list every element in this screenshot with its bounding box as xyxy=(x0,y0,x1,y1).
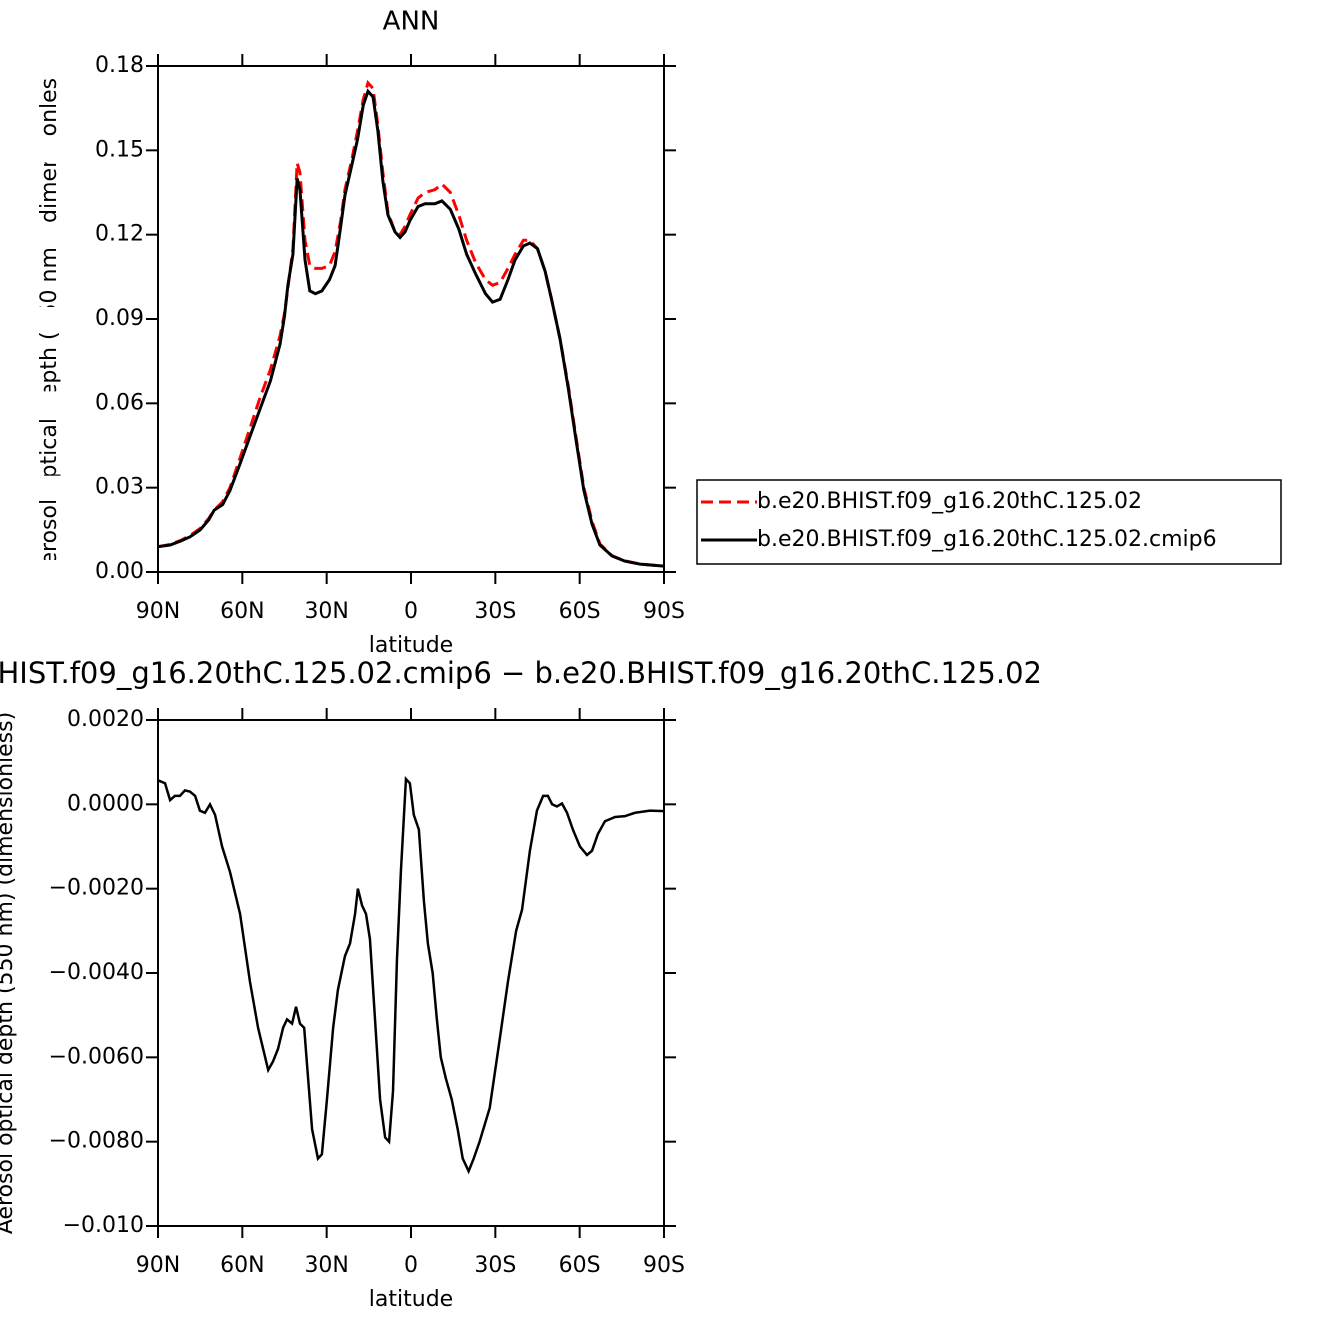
chart-title: b.e20.BHIST.f09_g16.20thC.125.02.cmip6 −… xyxy=(0,656,1042,690)
chart-title: ANN xyxy=(383,7,440,37)
y-tick-label-bg xyxy=(18,307,142,331)
x-tick-label: 90N xyxy=(136,1253,180,1278)
x-axis-label: latitude xyxy=(369,633,453,658)
y-tick-label-bg xyxy=(18,876,142,901)
y-tick-label: 0.09 xyxy=(95,306,144,331)
y-tick-label-bg xyxy=(18,560,142,584)
y-tick-label: 0.00 xyxy=(95,559,144,584)
y-tick-label: 0.0000 xyxy=(67,791,144,816)
y-tick-label-bg xyxy=(18,708,142,732)
y-tick-label-bg xyxy=(18,1214,142,1238)
y-tick-label: −0.0020 xyxy=(49,876,144,901)
y-tick-label: −0.0080 xyxy=(49,1129,144,1154)
y-tick-label-bg xyxy=(18,138,142,163)
data-line xyxy=(157,88,665,568)
x-tick-label: 60S xyxy=(559,1253,601,1278)
x-tick-label: 30N xyxy=(304,1253,348,1278)
x-tick-label: 0 xyxy=(404,1253,418,1278)
plot-frame xyxy=(157,65,665,573)
y-tick-label: 0.06 xyxy=(95,390,144,415)
x-tick-label: 30N xyxy=(304,599,348,624)
legend-box xyxy=(696,479,1282,565)
x-tick-label: 30S xyxy=(474,1253,516,1278)
y-tick-label-bg xyxy=(18,54,142,78)
y-tick-label-bg xyxy=(18,1045,142,1070)
x-tick-label: 30S xyxy=(474,599,516,624)
x-axis-label: latitude xyxy=(369,1287,453,1312)
data-line xyxy=(157,776,665,1175)
y-tick-label: −0.010 xyxy=(63,1213,144,1238)
legend-label: b.e20.BHIST.f09_g16.20thC.125.02.cmip6 xyxy=(757,527,1217,552)
data-line xyxy=(157,79,665,568)
y-tick-label-bg xyxy=(18,222,142,247)
x-tick-label: 60S xyxy=(559,599,601,624)
y-tick-label-bg xyxy=(18,475,142,500)
y-axis-label: Aerosol optical depth (550 nm) (dimensio… xyxy=(0,712,18,1234)
y-tick-label: −0.0040 xyxy=(49,960,144,985)
y-tick-label-bg xyxy=(18,961,142,985)
x-tick-label: 60N xyxy=(220,1253,264,1278)
x-tick-label: 60N xyxy=(220,599,264,624)
y-tick-label: 0.03 xyxy=(95,475,144,500)
y-tick-label: 0.12 xyxy=(95,222,144,247)
legend-label: b.e20.BHIST.f09_g16.20thC.125.02 xyxy=(757,489,1142,514)
x-tick-label: 90S xyxy=(643,599,685,624)
y-tick-label-bg xyxy=(18,792,142,817)
x-tick-label: 90S xyxy=(643,1253,685,1278)
y-tick-label-bg xyxy=(18,1129,142,1154)
y-tick-label: −0.0060 xyxy=(49,1044,144,1069)
y-tick-label: 0.18 xyxy=(95,53,144,78)
y-tick-label: 0.0020 xyxy=(67,707,144,732)
x-tick-label: 90N xyxy=(136,599,180,624)
x-tick-label: 0 xyxy=(404,599,418,624)
y-tick-label: 0.15 xyxy=(95,137,144,162)
y-tick-label-bg xyxy=(18,391,142,416)
